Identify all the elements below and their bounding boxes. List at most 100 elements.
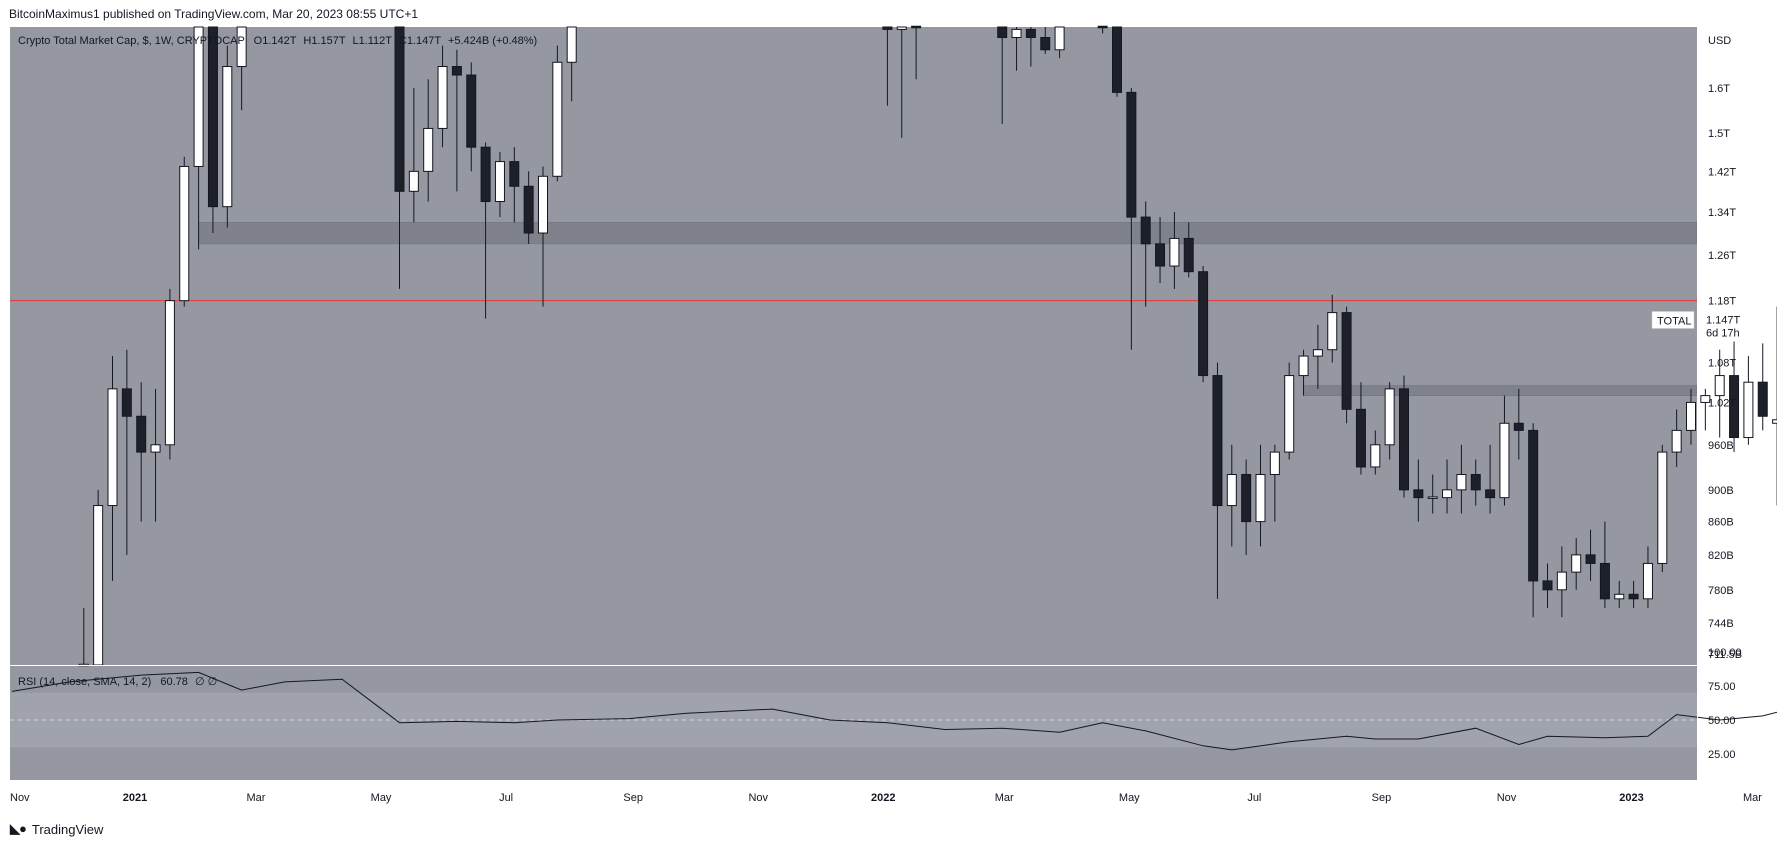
- time-tick: May: [371, 792, 392, 804]
- time-tick: Mar: [247, 792, 266, 804]
- candle: [997, 26, 1008, 124]
- price-axis-currency: USD: [1708, 35, 1731, 47]
- time-tick: Sep: [623, 792, 643, 804]
- candle: [1528, 423, 1539, 618]
- candle: [1772, 306, 1777, 506]
- price-tick: 780B: [1708, 585, 1734, 597]
- candle: [193, 26, 204, 250]
- candle-body-up: [1384, 388, 1395, 446]
- candle-body-up: [107, 388, 118, 507]
- low-value: 1.112T: [358, 35, 392, 47]
- candle-body-up: [1312, 349, 1323, 357]
- price-tick: 711.5B: [1708, 649, 1742, 661]
- candle: [207, 26, 218, 234]
- candle: [408, 88, 419, 223]
- candle: [1155, 217, 1166, 284]
- rsi-legend: RSI (14, close, SMA, 14, 2) 60.78 ∅ ∅: [18, 675, 217, 688]
- time-tick: 2023: [1619, 792, 1643, 804]
- candle: [552, 45, 563, 182]
- candle-body-down: [523, 185, 534, 234]
- candle: [882, 26, 893, 106]
- candle: [1757, 343, 1768, 431]
- candle: [164, 288, 175, 460]
- close-label: C: [398, 35, 407, 47]
- rsi-line: [12, 671, 1777, 751]
- time-axis[interactable]: Nov 2021 Mar May Jul Sep Nov 2022 Mar May Jul Sep No…: [10, 792, 1777, 804]
- price-tick: 900B: [1708, 485, 1734, 497]
- candle: [1542, 563, 1553, 608]
- time-tick: Mar: [995, 792, 1014, 804]
- candle: [179, 156, 190, 307]
- candle-body-down: [1542, 580, 1553, 591]
- candle-body-down: [1528, 429, 1539, 582]
- candle: [437, 45, 448, 148]
- rsi-tick: 75.00: [1708, 681, 1736, 693]
- candle: [1097, 25, 1108, 34]
- candle-body-up: [1169, 237, 1180, 267]
- candle: [1025, 27, 1036, 67]
- chart-canvas[interactable]: USD 1.6T 1.5T 1.42T 1.34T 1.26T 1.18T 1.08T 1.02…: [0, 0, 1777, 815]
- candle-body-up: [1772, 419, 1777, 424]
- candle: [494, 151, 505, 218]
- candle: [1126, 88, 1137, 350]
- candle-body-down: [394, 26, 405, 192]
- candle-body-up: [1642, 562, 1653, 600]
- candle: [1183, 222, 1194, 278]
- candle-body-up: [1442, 489, 1453, 499]
- candle: [1198, 266, 1209, 383]
- candle-body-up: [423, 127, 434, 172]
- candle-body-up: [1614, 593, 1625, 600]
- price-tick: 1.5T: [1708, 128, 1730, 140]
- candle-body-up: [494, 161, 505, 203]
- tradingview-logo[interactable]: ◣● TradingView: [10, 821, 103, 837]
- candle: [1212, 362, 1223, 599]
- candle-body-down: [997, 26, 1008, 38]
- candle: [1700, 388, 1711, 431]
- candle-body-down: [1140, 216, 1151, 245]
- price-axis[interactable]: USD 1.6T 1.5T 1.42T 1.34T 1.26T 1.18T 1.08T 1.02…: [1708, 35, 1742, 661]
- candle-body-up: [1370, 444, 1381, 468]
- candle: [896, 26, 907, 138]
- candle-body-down: [1183, 237, 1194, 273]
- candle: [394, 26, 405, 289]
- candle-body-up: [1714, 375, 1725, 397]
- candle: [1686, 388, 1696, 445]
- rsi-axis[interactable]: 100.00 75.00 50.00 25.00: [1708, 647, 1742, 761]
- rsi-tick: 100.00: [1708, 647, 1742, 659]
- symbol-name: Crypto Total Market Cap, $, 1W, CRYPTOCA…: [18, 35, 245, 47]
- candle: [1485, 444, 1496, 514]
- candle-body-down: [1126, 91, 1137, 218]
- candle: [93, 489, 104, 666]
- price-tick: 1.08T: [1708, 358, 1736, 370]
- candle: [222, 45, 233, 228]
- time-tick: 2022: [871, 792, 895, 804]
- candle-body-up: [1269, 451, 1280, 476]
- candle-body-down: [207, 26, 218, 208]
- main-pane-bg: [10, 27, 1697, 665]
- candle: [1442, 459, 1453, 514]
- candle-body-up: [1011, 28, 1022, 38]
- candle-body-up: [1054, 26, 1065, 51]
- candle-body-up: [193, 26, 204, 167]
- candle-body-up: [1327, 312, 1338, 351]
- brand-name: TradingView: [31, 821, 104, 837]
- candle: [1269, 444, 1280, 522]
- symbol-legend: Crypto Total Market Cap, $, 1W, CRYPTOCA…: [18, 35, 537, 47]
- candle: [1628, 580, 1639, 608]
- price-badge-bg: [1700, 310, 1750, 342]
- candle: [1284, 362, 1295, 460]
- candle: [1054, 26, 1065, 59]
- candle-body-up: [164, 300, 175, 446]
- candle: [509, 147, 520, 223]
- candle: [538, 166, 548, 307]
- candle-body-up: [1298, 355, 1309, 377]
- candle: [1169, 211, 1180, 289]
- candle: [423, 79, 434, 202]
- candle-body-up: [222, 66, 233, 208]
- publisher-line: BitcoinMaximus1 published on TradingView…: [9, 7, 419, 21]
- candle-body-down: [1212, 375, 1223, 507]
- candle: [1312, 324, 1323, 389]
- candle-body-up: [1686, 401, 1696, 431]
- rsi-tick: 50.00: [1708, 715, 1736, 727]
